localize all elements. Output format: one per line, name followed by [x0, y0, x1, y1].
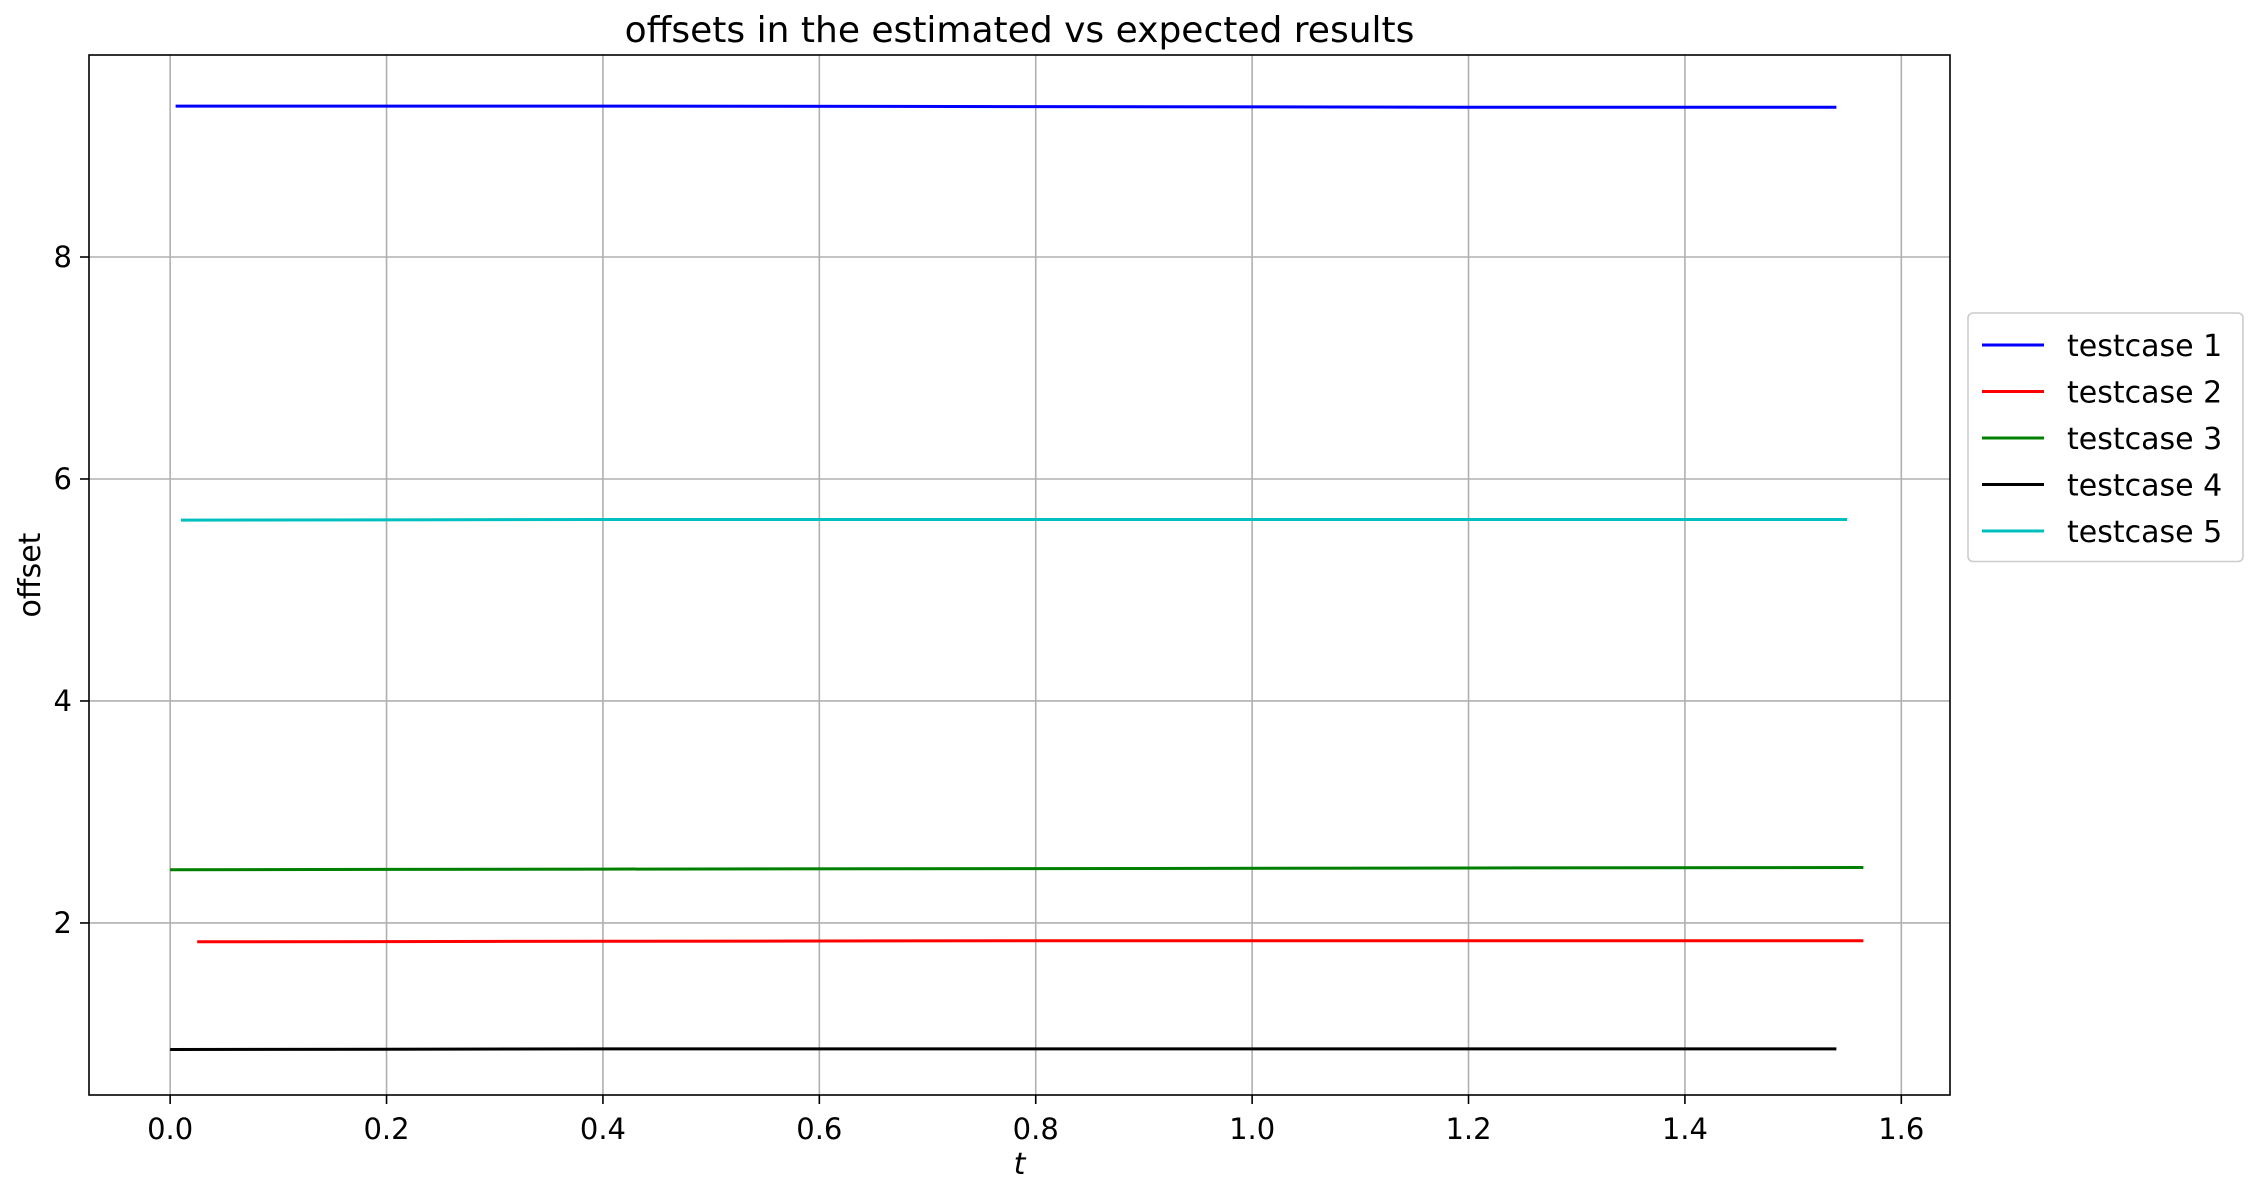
x-tick-label: 0.0: [147, 1112, 193, 1146]
y-tick-label: 8: [54, 240, 72, 274]
legend-label: testcase 3: [2067, 422, 2222, 457]
x-axis-ticks: 0.0 0.2 0.4 0.6 0.8 1.0 1.2 1.4 1.6: [147, 1095, 1924, 1146]
x-tick-label: 0.6: [796, 1112, 842, 1146]
y-tick-label: 4: [54, 684, 72, 718]
y-tick-label: 2: [54, 906, 72, 940]
x-tick-label: 1.2: [1445, 1112, 1491, 1146]
x-tick-label: 1.4: [1662, 1112, 1708, 1146]
legend: testcase 1 testcase 2 testcase 3 testcase 4…: [1967, 312, 2244, 563]
series-line-testcase-1: [175, 104, 1837, 109]
y-axis-label: offset: [13, 532, 48, 617]
legend-label: testcase 4: [2067, 469, 2222, 504]
x-tick-label: 0.2: [363, 1112, 409, 1146]
grid-layer: [89, 55, 1950, 1095]
legend-frame: [1967, 312, 2244, 563]
axes-frame: [88, 54, 1951, 1096]
x-axis-label: t: [1014, 1147, 1027, 1182]
y-tick-label: 6: [54, 462, 72, 496]
series-line-testcase-2: [197, 939, 1864, 944]
chart-title: offsets in the estimated vs expected res…: [625, 10, 1415, 51]
x-tick-label: 0.4: [580, 1112, 626, 1146]
legend-label: testcase 2: [2067, 376, 2222, 411]
x-tick-label: 0.8: [1013, 1112, 1059, 1146]
series-layer: [170, 104, 1864, 1051]
y-axis-ticks: 2 4 6 8: [54, 240, 89, 940]
x-tick-label: 1.0: [1229, 1112, 1275, 1146]
legend-label: testcase 5: [2067, 515, 2222, 550]
series-line-testcase-5: [180, 518, 1848, 522]
series-line-testcase-4: [170, 1047, 1837, 1051]
series-line-testcase-3: [170, 866, 1864, 872]
legend-label: testcase 1: [2067, 329, 2222, 364]
x-tick-label: 1.6: [1878, 1112, 1924, 1146]
